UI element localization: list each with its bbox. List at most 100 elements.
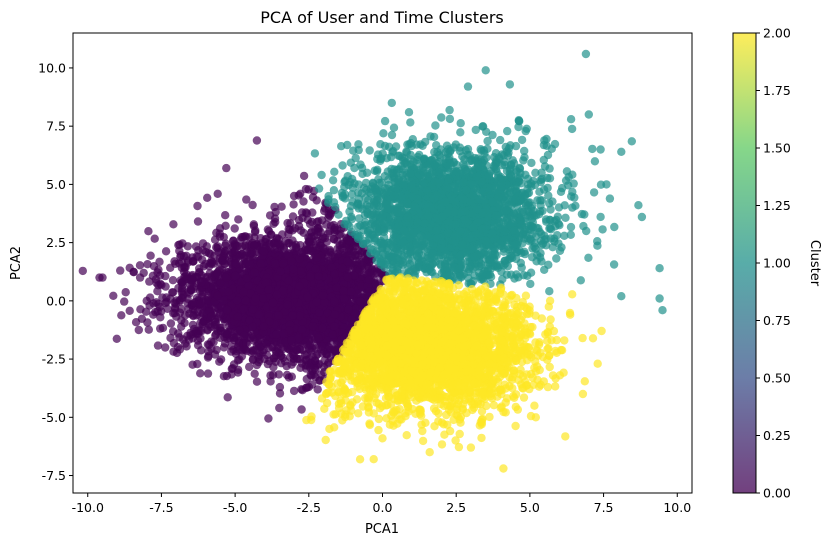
scatter-point-cluster-0 <box>196 299 205 308</box>
scatter-point-cluster-0 <box>318 323 327 333</box>
scatter-point-cluster-0 <box>317 216 327 225</box>
scatter-point-cluster-0 <box>256 259 266 268</box>
scatter-point-cluster-0 <box>311 264 320 273</box>
scatter-point-cluster-0 <box>170 257 179 266</box>
scatter-point-cluster-0 <box>329 235 339 244</box>
scatter-point-cluster-0 <box>275 382 285 392</box>
scatter-point-cluster-0 <box>198 239 208 248</box>
scatter-point-cluster-0 <box>175 333 184 342</box>
scatter-point-cluster-1 <box>560 231 569 240</box>
scatter-point-cluster-1 <box>526 279 535 289</box>
scatter-point-cluster-1 <box>540 136 549 145</box>
scatter-point-cluster-0 <box>166 319 176 328</box>
scatter-point-cluster-0 <box>203 353 213 362</box>
scatter-point-cluster-0 <box>153 341 163 350</box>
scatter-point-cluster-0 <box>288 212 298 221</box>
scatter-point-cluster-0 <box>203 193 212 202</box>
scatter-point-cluster-0 <box>210 323 219 332</box>
scatter-point-cluster-0 <box>222 273 231 282</box>
scatter-point-cluster-0 <box>231 271 240 281</box>
scatter-point-cluster-0 <box>78 266 88 276</box>
scatter-point-cluster-0 <box>320 356 329 365</box>
scatter-point-cluster-0 <box>279 329 288 339</box>
scatter-point-cluster-0 <box>193 201 202 211</box>
scatter-point-cluster-0 <box>276 267 285 276</box>
scatter-point-cluster-0 <box>328 330 337 339</box>
scatter-point-cluster-0 <box>310 356 320 365</box>
scatter-point-cluster-1 <box>584 253 593 262</box>
scatter-point-cluster-0 <box>248 355 258 365</box>
scatter-point-cluster-0 <box>224 287 233 297</box>
scatter-point-cluster-0 <box>296 266 305 276</box>
scatter-point-cluster-0 <box>307 217 317 227</box>
scatter-point-cluster-1 <box>558 183 567 193</box>
scatter-point-cluster-0 <box>313 253 322 262</box>
scatter-point-cluster-0 <box>299 228 308 237</box>
scatter-point-cluster-0 <box>178 239 187 248</box>
scatter-point-cluster-0 <box>232 259 241 269</box>
scatter-point-cluster-0 <box>271 259 280 269</box>
scatter-point-cluster-1 <box>328 176 338 185</box>
scatter-point-cluster-1 <box>552 254 561 263</box>
scatter-point-cluster-0 <box>112 334 122 343</box>
scatter-point-cluster-0 <box>264 226 274 236</box>
scatter-point-cluster-1 <box>334 210 343 219</box>
scatter-point-cluster-1 <box>310 149 320 158</box>
scatter-point-cluster-0 <box>215 229 224 238</box>
scatter-point-cluster-0 <box>305 340 315 350</box>
scatter-point-cluster-0 <box>303 292 312 302</box>
scatter-point-cluster-0 <box>317 342 327 352</box>
scatter-point-cluster-0 <box>196 369 205 378</box>
scatter-point-cluster-0 <box>227 347 236 356</box>
scatter-point-cluster-0 <box>117 311 126 320</box>
scatter-point-cluster-0 <box>212 243 221 252</box>
scatter-point-cluster-0 <box>250 268 259 277</box>
scatter-point-cluster-0 <box>153 268 162 277</box>
scatter-point-cluster-0 <box>193 217 203 226</box>
scatter-point-cluster-0 <box>155 257 164 266</box>
scatter-point-cluster-0 <box>220 259 230 269</box>
scatter-point-cluster-0 <box>219 372 229 381</box>
scatter-point-cluster-0 <box>197 278 206 287</box>
scatter-point-cluster-0 <box>207 337 216 346</box>
scatter-point-cluster-0 <box>299 197 308 206</box>
scatter-point-cluster-0 <box>266 371 275 380</box>
scatter-point-cluster-1 <box>379 129 388 138</box>
scatter-point-cluster-0 <box>264 414 273 423</box>
scatter-point-cluster-0 <box>320 245 329 254</box>
scatter-point-cluster-0 <box>146 251 155 260</box>
scatter-point-cluster-0 <box>278 259 288 268</box>
scatter-point-cluster-0 <box>295 281 304 291</box>
scatter-point-cluster-0 <box>161 343 170 352</box>
scatter-point-cluster-1 <box>349 146 358 155</box>
scatter-point-cluster-0 <box>269 354 279 363</box>
scatter-point-cluster-1 <box>431 121 440 130</box>
scatter-point-cluster-0 <box>289 386 299 396</box>
scatter-point-cluster-0 <box>312 297 321 307</box>
scatter-point-cluster-0 <box>125 263 134 272</box>
scatter-point-cluster-1 <box>346 158 355 167</box>
scatter-point-cluster-1 <box>522 124 531 133</box>
scatter-point-cluster-0 <box>284 276 293 285</box>
scatter-point-cluster-0 <box>308 193 318 202</box>
scatter-point-cluster-0 <box>330 296 339 306</box>
scatter-point-cluster-0 <box>207 259 216 269</box>
scatter-point-cluster-0 <box>241 296 250 305</box>
points-layer <box>78 49 667 473</box>
scatter-point-cluster-0 <box>297 325 307 334</box>
scatter-point-cluster-0 <box>203 369 213 378</box>
scatter-point-cluster-0 <box>177 322 186 331</box>
scatter-point-cluster-0 <box>121 288 130 297</box>
scatter-point-cluster-0 <box>270 202 279 212</box>
scatter-point-cluster-0 <box>283 300 292 310</box>
scatter-point-cluster-1 <box>527 158 536 168</box>
scatter-point-cluster-0 <box>299 171 309 181</box>
scatter-point-cluster-0 <box>248 305 258 314</box>
scatter-point-cluster-0 <box>333 249 343 258</box>
scatter-point-cluster-0 <box>250 241 259 250</box>
scatter-point-cluster-0 <box>149 310 158 319</box>
scatter-point-cluster-0 <box>157 307 166 316</box>
scatter-point-cluster-0 <box>288 311 297 320</box>
scatter-point-cluster-1 <box>437 113 446 122</box>
